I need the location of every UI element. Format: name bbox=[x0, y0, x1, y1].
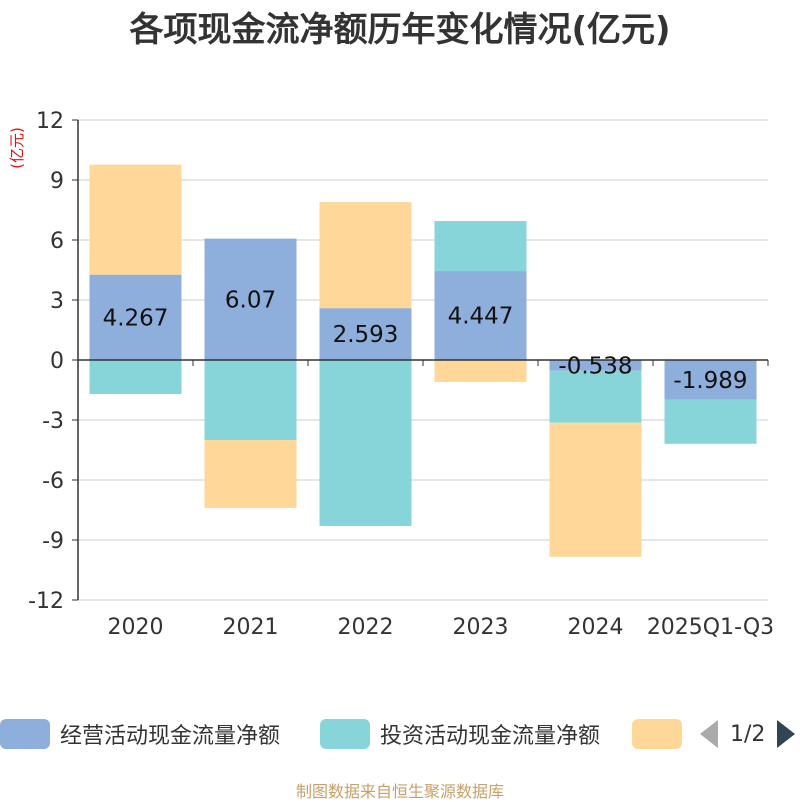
data-label: 2.593 bbox=[333, 322, 399, 348]
data-labels: 4.267 6.07 2.593 4.447 -0.538 -1.989 bbox=[103, 287, 748, 394]
legend-item-investing[interactable]: 投资活动现金流量净额 bbox=[320, 716, 600, 752]
bar-investing bbox=[434, 221, 527, 272]
bar-financing bbox=[319, 202, 412, 309]
axes: 12 9 6 3 0 -3 -6 -9 -12 2020 2021 2022 2023 2024 2025Q… bbox=[28, 109, 774, 640]
y-tick-label: 0 bbox=[50, 349, 64, 374]
data-label: 4.267 bbox=[103, 305, 169, 331]
legend-item-operating[interactable]: 经营活动现金流量净额 bbox=[0, 716, 280, 752]
data-label: -1.989 bbox=[673, 368, 747, 394]
legend-label-operating: 经营活动现金流量净额 bbox=[60, 724, 281, 749]
bar-operating bbox=[204, 238, 297, 360]
legend-swatch-operating bbox=[0, 719, 50, 749]
grid-lines bbox=[78, 119, 768, 601]
y-tick-label: -3 bbox=[42, 409, 64, 434]
bar-operating bbox=[549, 360, 642, 371]
x-tick-label: 2025Q1-Q3 bbox=[647, 615, 774, 640]
bar-investing bbox=[319, 360, 412, 526]
bar-investing bbox=[204, 360, 297, 440]
legend-label-investing: 投资活动现金流量净额 bbox=[380, 724, 601, 749]
y-tick-label: 6 bbox=[50, 229, 64, 254]
source-note: 制图数据来自恒生聚源数据库 bbox=[295, 782, 504, 801]
bar-financing bbox=[204, 440, 297, 508]
bar-operating bbox=[89, 274, 182, 360]
bar-operating bbox=[434, 271, 527, 360]
x-tick-label: 2023 bbox=[453, 615, 509, 640]
x-tick-label: 2020 bbox=[108, 615, 164, 640]
x-tick-label: 2021 bbox=[223, 615, 279, 640]
y-tick-label: -12 bbox=[28, 589, 64, 614]
data-label: 6.07 bbox=[225, 287, 276, 313]
data-label: -0.538 bbox=[558, 353, 632, 379]
bar-financing bbox=[434, 360, 527, 382]
legend: 经营活动现金流量净额 投资活动现金流量净额 1/2 bbox=[0, 716, 800, 752]
y-tick-label: 3 bbox=[50, 289, 64, 314]
y-tick-label: 12 bbox=[36, 109, 64, 134]
legend-next-page-icon[interactable] bbox=[777, 720, 796, 748]
bar-investing bbox=[664, 399, 757, 444]
bar-investing bbox=[89, 360, 182, 394]
legend-item-financing[interactable] bbox=[632, 716, 692, 752]
legend-prev-page-icon[interactable] bbox=[700, 720, 718, 748]
bar-operating bbox=[664, 360, 757, 400]
x-tick-label: 2022 bbox=[338, 615, 394, 640]
y-unit-label: (亿元) bbox=[8, 127, 26, 169]
bar-financing bbox=[89, 164, 182, 275]
bars bbox=[89, 164, 757, 557]
legend-swatch-investing bbox=[320, 719, 370, 749]
bar-financing bbox=[549, 422, 642, 557]
chart-title: 各项现金流净额历年变化情况(亿元) bbox=[129, 10, 671, 50]
data-label: 4.447 bbox=[448, 304, 514, 330]
y-tick-label: -9 bbox=[42, 529, 64, 554]
legend-swatch-financing bbox=[632, 719, 682, 749]
bar-investing bbox=[549, 370, 642, 423]
legend-page-indicator: 1/2 bbox=[730, 721, 766, 747]
y-tick-label: -6 bbox=[42, 469, 64, 494]
legend-pager: 1/2 bbox=[700, 716, 796, 752]
x-tick-label: 2024 bbox=[568, 615, 624, 640]
bar-operating bbox=[319, 308, 412, 360]
y-tick-label: 9 bbox=[50, 169, 64, 194]
